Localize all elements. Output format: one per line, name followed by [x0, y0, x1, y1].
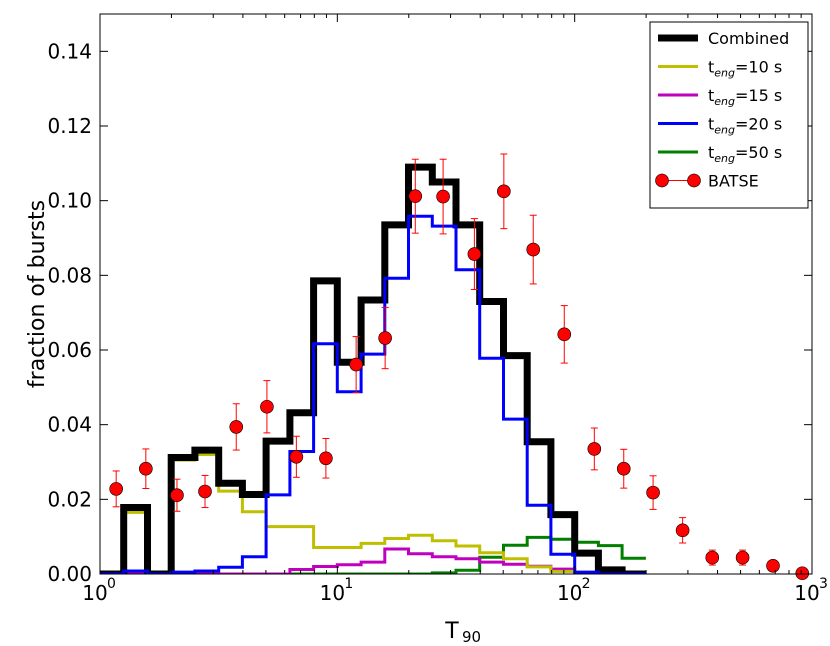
legend-label-t-eng-50-s: teng=50 s	[708, 143, 782, 165]
legend-label-t-eng-10-s: teng=10 s	[708, 58, 782, 80]
y-tick-label: 0.08	[47, 263, 92, 287]
batse-point	[198, 484, 212, 499]
series-line-combined	[100, 163, 646, 574]
batse-point	[646, 485, 660, 500]
batse-point	[616, 461, 631, 476]
legend-label-t-eng-20-s: teng=20 s	[708, 115, 782, 137]
legend-swatch-batse-point	[687, 173, 701, 188]
batse-point	[229, 420, 244, 434]
y-tick-label: 0.00	[47, 562, 92, 586]
batse-point	[436, 189, 450, 204]
batse-point	[587, 442, 602, 456]
y-axis-label: fraction of bursts	[25, 200, 50, 388]
x-tick-exponent: 2	[582, 576, 591, 592]
x-tick-exponent: 1	[344, 576, 353, 592]
batse-points-layer	[109, 153, 810, 581]
legend-label-combined: Combined	[708, 29, 789, 48]
legend-label-batse: BATSE	[708, 172, 759, 191]
batse-point	[467, 247, 482, 261]
legend-label-t-eng-15-s: teng=15 s	[708, 86, 782, 108]
x-tick-exponent: 0	[107, 576, 116, 592]
legend-swatch-batse-point	[655, 173, 669, 188]
batse-point	[319, 451, 333, 466]
legend: Combined teng=10 s teng=15 s teng=20 s teng=…	[649, 21, 809, 209]
batse-point	[795, 566, 810, 581]
x-axis-label-subscript: 90	[462, 628, 481, 646]
series-layer	[100, 163, 646, 574]
batse-point	[705, 550, 720, 565]
x-tick-label: 10	[320, 581, 345, 605]
batse-point	[349, 357, 363, 372]
x-tick-exponent: 3	[819, 576, 828, 592]
batse-point	[557, 327, 572, 342]
y-tick-label: 0.14	[47, 39, 92, 63]
x-tick-label: 10	[794, 581, 819, 605]
y-tick-label: 0.04	[47, 413, 92, 437]
batse-point	[109, 482, 123, 496]
batse-point	[766, 558, 780, 573]
series-line-t-eng-20-s	[100, 214, 646, 574]
y-tick-label: 0.10	[47, 189, 92, 213]
batse-point	[675, 523, 690, 538]
plot-frame	[99, 13, 813, 575]
batse-point	[289, 449, 304, 464]
y-tick-label: 0.12	[47, 114, 92, 138]
y-tick-label: 0.02	[47, 487, 92, 511]
batse-point	[260, 399, 274, 414]
batse-point	[497, 184, 511, 199]
batse-point	[378, 331, 392, 345]
batse-point	[170, 488, 184, 503]
batse-point	[408, 189, 423, 203]
x-tick-label: 10	[82, 581, 107, 605]
x-tick-label: 10	[557, 581, 582, 605]
x-axis-label: T	[444, 619, 459, 644]
y-tick-label: 0.06	[47, 338, 92, 362]
batse-point	[735, 550, 750, 565]
batse-point	[526, 242, 541, 257]
legend-box	[649, 21, 809, 209]
batse-point	[139, 461, 153, 476]
